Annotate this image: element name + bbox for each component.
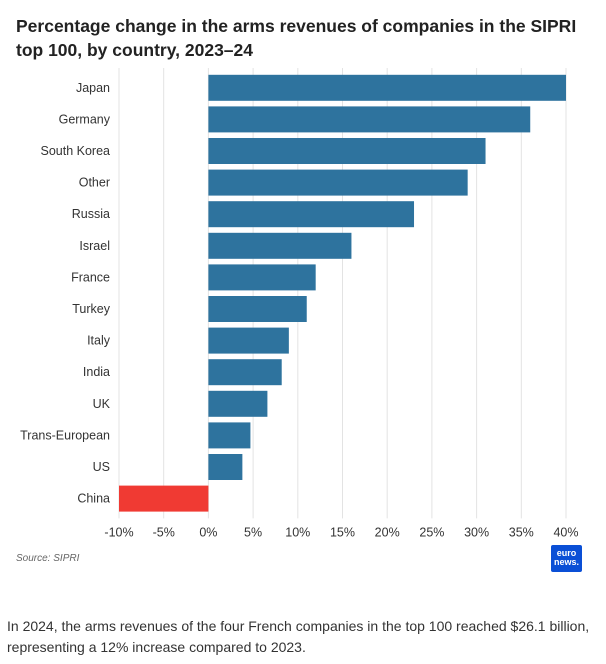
bar xyxy=(208,422,251,449)
tick-label: 25% xyxy=(419,525,444,539)
bar xyxy=(208,106,531,133)
chart-title: Percentage change in the arms revenues o… xyxy=(16,16,577,60)
article-caption: In 2024, the arms revenues of the four F… xyxy=(7,618,590,655)
bar xyxy=(208,74,566,101)
category-label: Trans-European xyxy=(20,428,110,442)
category-label: South Korea xyxy=(41,144,111,158)
bar xyxy=(208,454,243,480)
logo-line-2: news. xyxy=(553,557,579,567)
tick-label: 15% xyxy=(330,525,355,539)
category-label: India xyxy=(83,365,110,379)
tick-label: 40% xyxy=(553,525,578,539)
tick-label: 10% xyxy=(285,525,310,539)
tick-label: -10% xyxy=(104,525,133,539)
bar xyxy=(208,264,316,291)
tick-label: 5% xyxy=(244,525,262,539)
category-label: Russia xyxy=(72,207,110,221)
category-label: Turkey xyxy=(72,302,110,316)
category-label: Italy xyxy=(87,334,111,348)
category-label: Japan xyxy=(76,81,110,95)
category-label: China xyxy=(77,492,110,506)
tick-label: 30% xyxy=(464,525,489,539)
category-label: US xyxy=(93,460,110,474)
euronews-logo: euro news. xyxy=(551,545,582,572)
bar-chart: Japan Germany South Korea Other Russia Israel… xyxy=(20,68,579,539)
bar xyxy=(208,201,415,228)
tick-label: 20% xyxy=(375,525,400,539)
tick-label: -5% xyxy=(153,525,175,539)
bar xyxy=(208,169,468,196)
bar xyxy=(208,390,268,417)
bar xyxy=(119,485,209,512)
tick-label: 35% xyxy=(509,525,534,539)
category-label: France xyxy=(71,270,110,284)
category-label: Other xyxy=(79,176,110,190)
bar xyxy=(208,327,289,354)
tick-label: 0% xyxy=(199,525,217,539)
source-note: Source: SIPRI xyxy=(16,553,80,564)
bar xyxy=(208,359,282,386)
bar xyxy=(208,138,486,164)
category-label: UK xyxy=(93,397,111,411)
logo-line-1: euro xyxy=(556,548,577,558)
bar xyxy=(208,296,307,322)
category-label: Germany xyxy=(59,112,111,126)
category-label: Israel xyxy=(79,239,110,253)
bar xyxy=(208,232,352,259)
